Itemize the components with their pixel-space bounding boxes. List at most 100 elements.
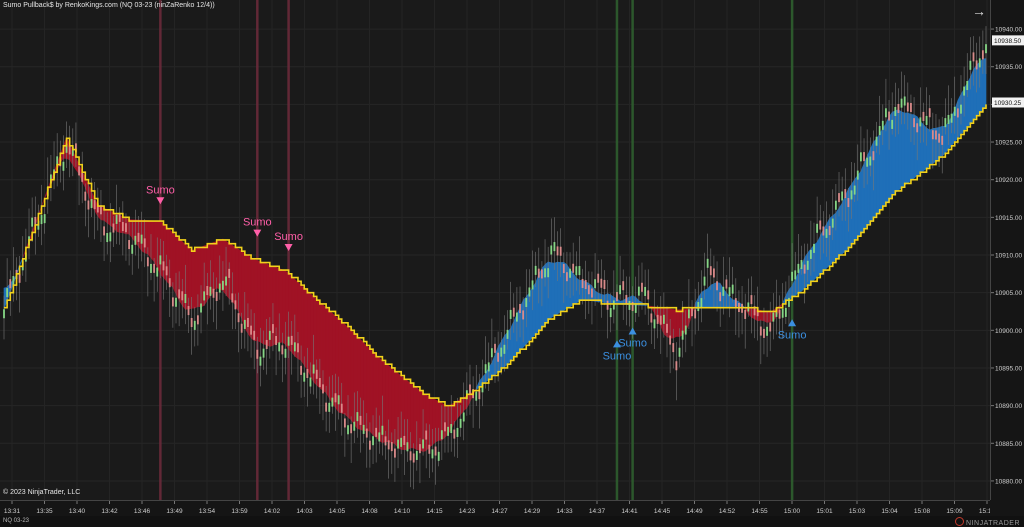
bear-bar xyxy=(666,323,668,333)
chart-area[interactable]: Sumo Sumo Sumo Sumo Sumo Sumo Sumo Pullback$ … xyxy=(0,0,990,500)
bull-ribbon-segment xyxy=(835,207,840,261)
bull-bar xyxy=(791,271,794,281)
bull-bar xyxy=(900,98,903,108)
bear-bar xyxy=(494,343,496,353)
bull-bar xyxy=(515,312,518,322)
bull-bar xyxy=(950,113,953,123)
bull-bar xyxy=(134,235,137,245)
bear-bar xyxy=(87,200,90,210)
bull-bar xyxy=(287,336,290,346)
time-label: 13:46 xyxy=(134,508,151,515)
bull-ribbon-segment xyxy=(576,277,580,304)
bear-bar xyxy=(206,286,209,296)
bear-ribbon-segment xyxy=(366,345,371,432)
bear-ribbon-segment xyxy=(241,250,246,328)
bull-ribbon-segment xyxy=(532,281,536,339)
bull-bar xyxy=(422,439,424,449)
bull-bar xyxy=(728,287,731,297)
bear-bar xyxy=(390,442,393,452)
bull-bar xyxy=(850,190,853,200)
price-axis[interactable]: 10940.0010935.0010930.0010925.0010920.00… xyxy=(990,0,1024,500)
bull-bar xyxy=(553,242,556,252)
bull-bar xyxy=(869,156,872,166)
bear-bar xyxy=(215,291,218,301)
bear-bar xyxy=(297,343,299,353)
bull-bar xyxy=(637,286,640,296)
bull-bar xyxy=(347,425,349,435)
bear-bar xyxy=(290,335,293,345)
price-label: 10915.00 xyxy=(995,215,1022,222)
bull-bar xyxy=(525,297,528,308)
bull-bar xyxy=(544,268,546,278)
bull-ribbon-segment xyxy=(572,272,577,306)
price-label: 10920.00 xyxy=(995,177,1022,184)
bear-bar xyxy=(419,444,421,454)
bull-bar xyxy=(800,260,803,270)
bull-ribbon-segment xyxy=(863,156,868,231)
bear-bar xyxy=(763,328,765,338)
bear-bar xyxy=(734,298,737,308)
time-label: 14:55 xyxy=(751,508,768,515)
price-label: 10905.00 xyxy=(995,290,1022,297)
bull-ribbon-segment xyxy=(882,122,887,209)
bear-ribbon-segment xyxy=(372,351,377,439)
signal-label: Sumo xyxy=(778,329,807,341)
bull-bar xyxy=(766,326,768,336)
bear-bar xyxy=(847,198,850,208)
bear-ribbon-segment xyxy=(429,396,433,448)
bull-bar xyxy=(337,395,340,405)
bull-bar xyxy=(681,330,684,340)
bear-bar xyxy=(343,418,346,428)
time-axis[interactable]: 13:31 13:35 13:40 13:42 13:46 13:49 13:54 13:59… xyxy=(0,500,996,517)
arrow-right-icon[interactable]: → xyxy=(972,3,986,19)
bear-ribbon-segment xyxy=(150,220,155,263)
bear-ribbon-segment xyxy=(300,284,305,367)
bear-bar xyxy=(453,429,456,439)
bear-bar xyxy=(75,143,77,153)
bull-bar xyxy=(831,218,834,228)
bull-bar xyxy=(268,330,271,340)
bear-ribbon-segment xyxy=(425,394,430,452)
bear-bar xyxy=(281,345,284,355)
bull-ribbon-segment xyxy=(982,58,987,111)
bear-bar xyxy=(972,52,975,62)
bull-bar xyxy=(381,425,384,435)
instrument-label: NQ 03-23 xyxy=(3,518,30,524)
bear-bar xyxy=(84,191,87,201)
bear-bar xyxy=(178,289,181,299)
bear-ribbon-segment xyxy=(385,362,389,443)
bear-bar xyxy=(691,307,693,317)
bear-bar xyxy=(231,293,234,303)
bull-bar xyxy=(175,297,177,307)
bear-bar xyxy=(365,428,368,438)
bull-bar xyxy=(528,287,531,297)
bear-bar xyxy=(112,223,115,233)
bear-bar xyxy=(863,152,865,162)
bull-ribbon-segment xyxy=(710,283,715,308)
bull-ribbon-segment xyxy=(535,274,540,335)
bear-bar xyxy=(237,313,240,323)
bull-bar xyxy=(575,266,578,276)
bear-bar xyxy=(725,279,728,289)
bull-ribbon-segment xyxy=(838,202,843,258)
bear-bar xyxy=(519,304,521,314)
bear-bar xyxy=(606,300,609,310)
time-label: 14:29 xyxy=(524,508,541,515)
bear-bar xyxy=(265,339,268,349)
bull-bar xyxy=(475,391,478,401)
time-label: 13:59 xyxy=(231,508,248,515)
bull-ribbon-segment xyxy=(841,195,846,255)
bear-bar xyxy=(631,301,634,311)
bear-bar xyxy=(778,309,781,319)
bull-bar xyxy=(312,364,315,374)
bear-bar xyxy=(828,226,831,236)
bear-bar xyxy=(906,102,909,112)
bull-bar xyxy=(115,214,118,224)
bear-bar xyxy=(162,261,165,271)
bull-bar xyxy=(71,146,74,156)
bear-bar xyxy=(250,325,252,335)
bear-ribbon-segment xyxy=(191,248,196,309)
bear-bar xyxy=(591,288,593,298)
bull-bar xyxy=(293,342,296,352)
